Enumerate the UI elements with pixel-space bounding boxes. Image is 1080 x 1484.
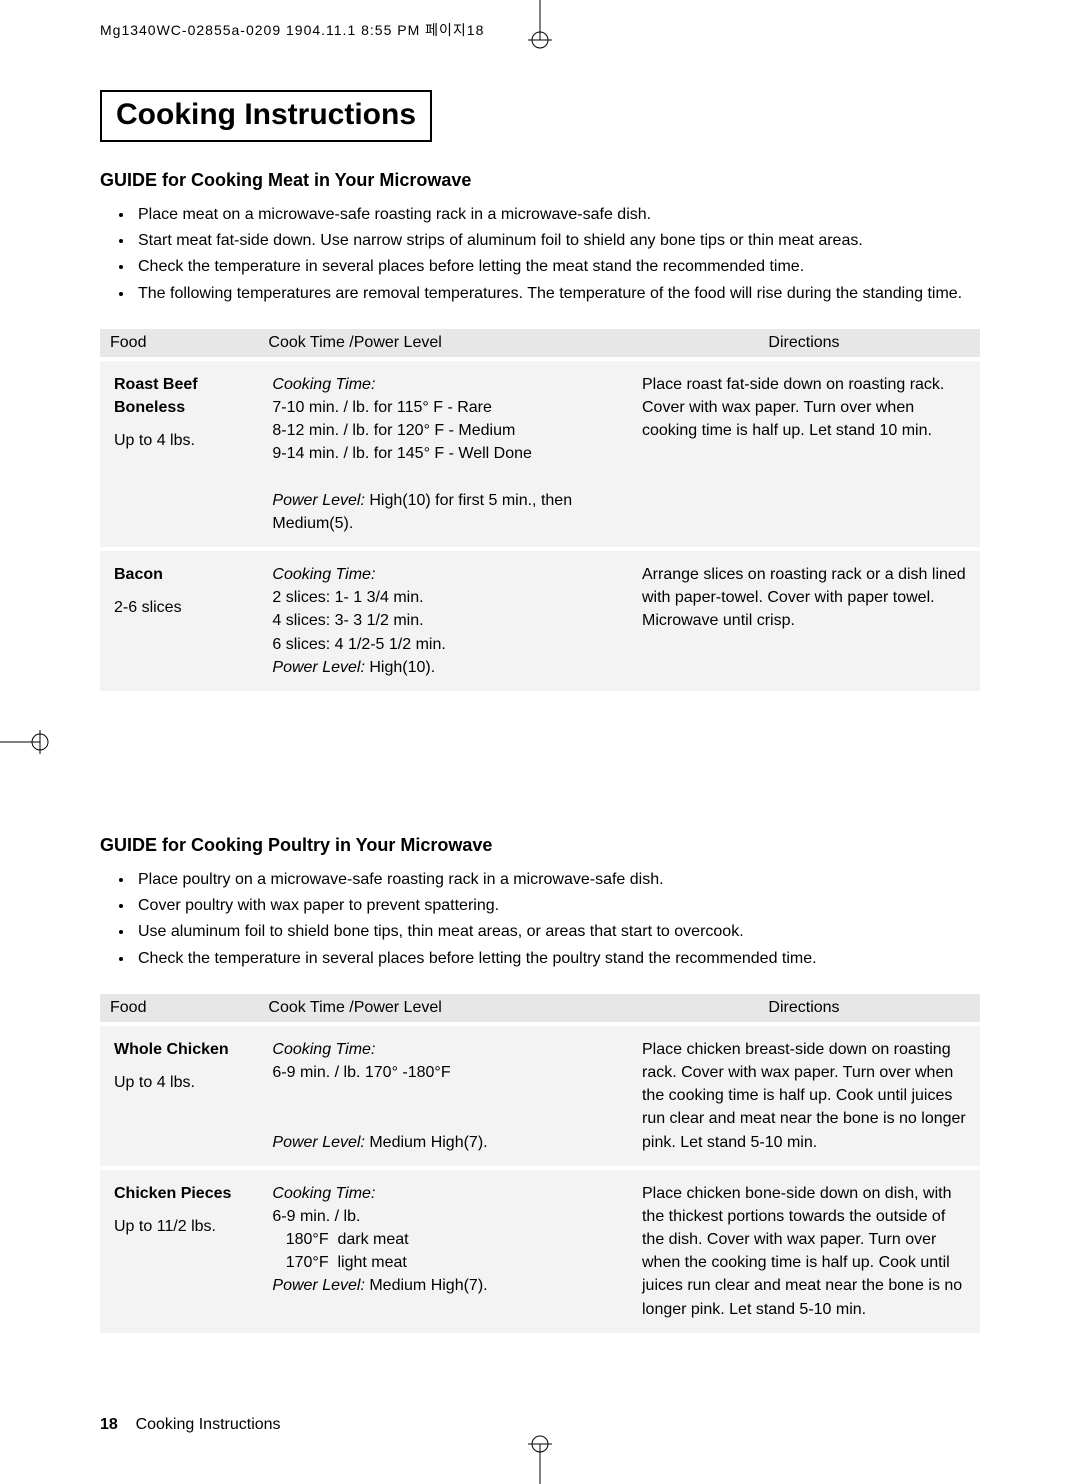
directions-cell: Place chicken bone-side down on dish, wi… — [628, 1170, 980, 1333]
directions-cell: Place roast fat-side down on roasting ra… — [628, 361, 980, 547]
cooking-time-line: 2 slices: 1- 1 3/4 min. — [272, 589, 423, 606]
page-title: Cooking Instructions — [116, 98, 416, 132]
cooking-time-line: 7-10 min. / lb. for 115° F - Rare — [272, 399, 492, 416]
cooking-time-line: 170°F light meat — [272, 1254, 406, 1271]
list-item: The following temperatures are removal t… — [134, 282, 980, 305]
cooking-time-label: Cooking Time: — [272, 566, 375, 583]
crop-mark-bottom-icon — [520, 1424, 560, 1484]
power-level-label: Power Level: — [272, 1134, 365, 1151]
table-row: Whole Chicken Up to 4 lbs. Cooking Time:… — [100, 1026, 980, 1166]
list-item: Use aluminum foil to shield bone tips, t… — [134, 920, 980, 943]
table-row: Bacon 2-6 slices Cooking Time: 2 slices:… — [100, 551, 980, 691]
time-cell: Cooking Time: 7-10 min. / lb. for 115° F… — [258, 361, 628, 547]
page-footer: 18 Cooking Instructions — [100, 1416, 281, 1434]
power-level-label: Power Level: — [272, 1277, 365, 1294]
page-number: 18 — [100, 1416, 118, 1433]
list-item: Place meat on a microwave-safe roasting … — [134, 203, 980, 226]
list-item: Place poultry on a microwave-safe roasti… — [134, 868, 980, 891]
food-name: Bacon — [114, 566, 163, 583]
power-level-value: Medium High(7). — [369, 1277, 487, 1294]
cooking-time-line: 6-9 min. / lb. — [272, 1208, 360, 1225]
table-row: Roast Beef Boneless Up to 4 lbs. Cooking… — [100, 361, 980, 547]
food-sub: Up to 4 lbs. — [114, 1071, 244, 1094]
food-sub: 2-6 slices — [114, 596, 244, 619]
food-name: Chicken Pieces — [114, 1185, 231, 1202]
list-item: Cover poultry with wax paper to prevent … — [134, 894, 980, 917]
food-sub: Up to 4 lbs. — [114, 429, 244, 452]
col-time: Cook Time /Power Level — [258, 329, 628, 357]
footer-section-name: Cooking Instructions — [136, 1416, 281, 1433]
food-cell: Roast Beef Boneless Up to 4 lbs. — [100, 361, 258, 547]
power-level-label: Power Level: — [272, 492, 365, 509]
time-cell: Cooking Time: 6-9 min. / lb. 180°F dark … — [258, 1170, 628, 1333]
table-header-row: Food Cook Time /Power Level Directions — [100, 329, 980, 357]
poultry-bullets: Place poultry on a microwave-safe roasti… — [100, 868, 980, 970]
food-name: Whole Chicken — [114, 1041, 229, 1058]
food-cell: Bacon 2-6 slices — [100, 551, 258, 691]
cooking-time-line: 8-12 min. / lb. for 120° F - Medium — [272, 422, 515, 439]
power-level-value: Medium High(7). — [369, 1134, 487, 1151]
meat-bullets: Place meat on a microwave-safe roasting … — [100, 203, 980, 305]
list-item: Check the temperature in several places … — [134, 255, 980, 278]
poultry-table: Food Cook Time /Power Level Directions W… — [100, 990, 980, 1337]
food-sub: Up to 11/2 lbs. — [114, 1215, 244, 1238]
cooking-time-label: Cooking Time: — [272, 376, 375, 393]
page-title-box: Cooking Instructions — [100, 90, 432, 142]
food-name: Roast Beef Boneless — [114, 376, 198, 416]
col-time: Cook Time /Power Level — [258, 994, 628, 1022]
cooking-time-line: 9-14 min. / lb. for 145° F - Well Done — [272, 445, 532, 462]
cooking-time-line: 4 slices: 3- 3 1/2 min. — [272, 612, 423, 629]
meat-section-title: GUIDE for Cooking Meat in Your Microwave — [100, 170, 980, 191]
cooking-time-line: 6-9 min. / lb. 170° -180°F — [272, 1064, 450, 1081]
list-item: Start meat fat-side down. Use narrow str… — [134, 229, 980, 252]
col-directions: Directions — [628, 994, 980, 1022]
time-cell: Cooking Time: 6-9 min. / lb. 170° -180°F… — [258, 1026, 628, 1166]
cooking-time-line: 6 slices: 4 1/2-5 1/2 min. — [272, 636, 445, 653]
directions-cell: Place chicken breast-side down on roasti… — [628, 1026, 980, 1166]
food-cell: Chicken Pieces Up to 11/2 lbs. — [100, 1170, 258, 1333]
cooking-time-label: Cooking Time: — [272, 1185, 375, 1202]
list-item: Check the temperature in several places … — [134, 947, 980, 970]
table-row: Chicken Pieces Up to 11/2 lbs. Cooking T… — [100, 1170, 980, 1333]
col-food: Food — [100, 994, 258, 1022]
power-level-value: High(10). — [369, 659, 435, 676]
directions-cell: Arrange slices on roasting rack or a dis… — [628, 551, 980, 691]
cooking-time-label: Cooking Time: — [272, 1041, 375, 1058]
poultry-section-title: GUIDE for Cooking Poultry in Your Microw… — [100, 835, 980, 856]
meat-table: Food Cook Time /Power Level Directions R… — [100, 325, 980, 695]
col-food: Food — [100, 329, 258, 357]
power-level-label: Power Level: — [272, 659, 365, 676]
time-cell: Cooking Time: 2 slices: 1- 1 3/4 min. 4 … — [258, 551, 628, 691]
col-directions: Directions — [628, 329, 980, 357]
table-header-row: Food Cook Time /Power Level Directions — [100, 994, 980, 1022]
food-cell: Whole Chicken Up to 4 lbs. — [100, 1026, 258, 1166]
cooking-time-line: 180°F dark meat — [272, 1231, 408, 1248]
